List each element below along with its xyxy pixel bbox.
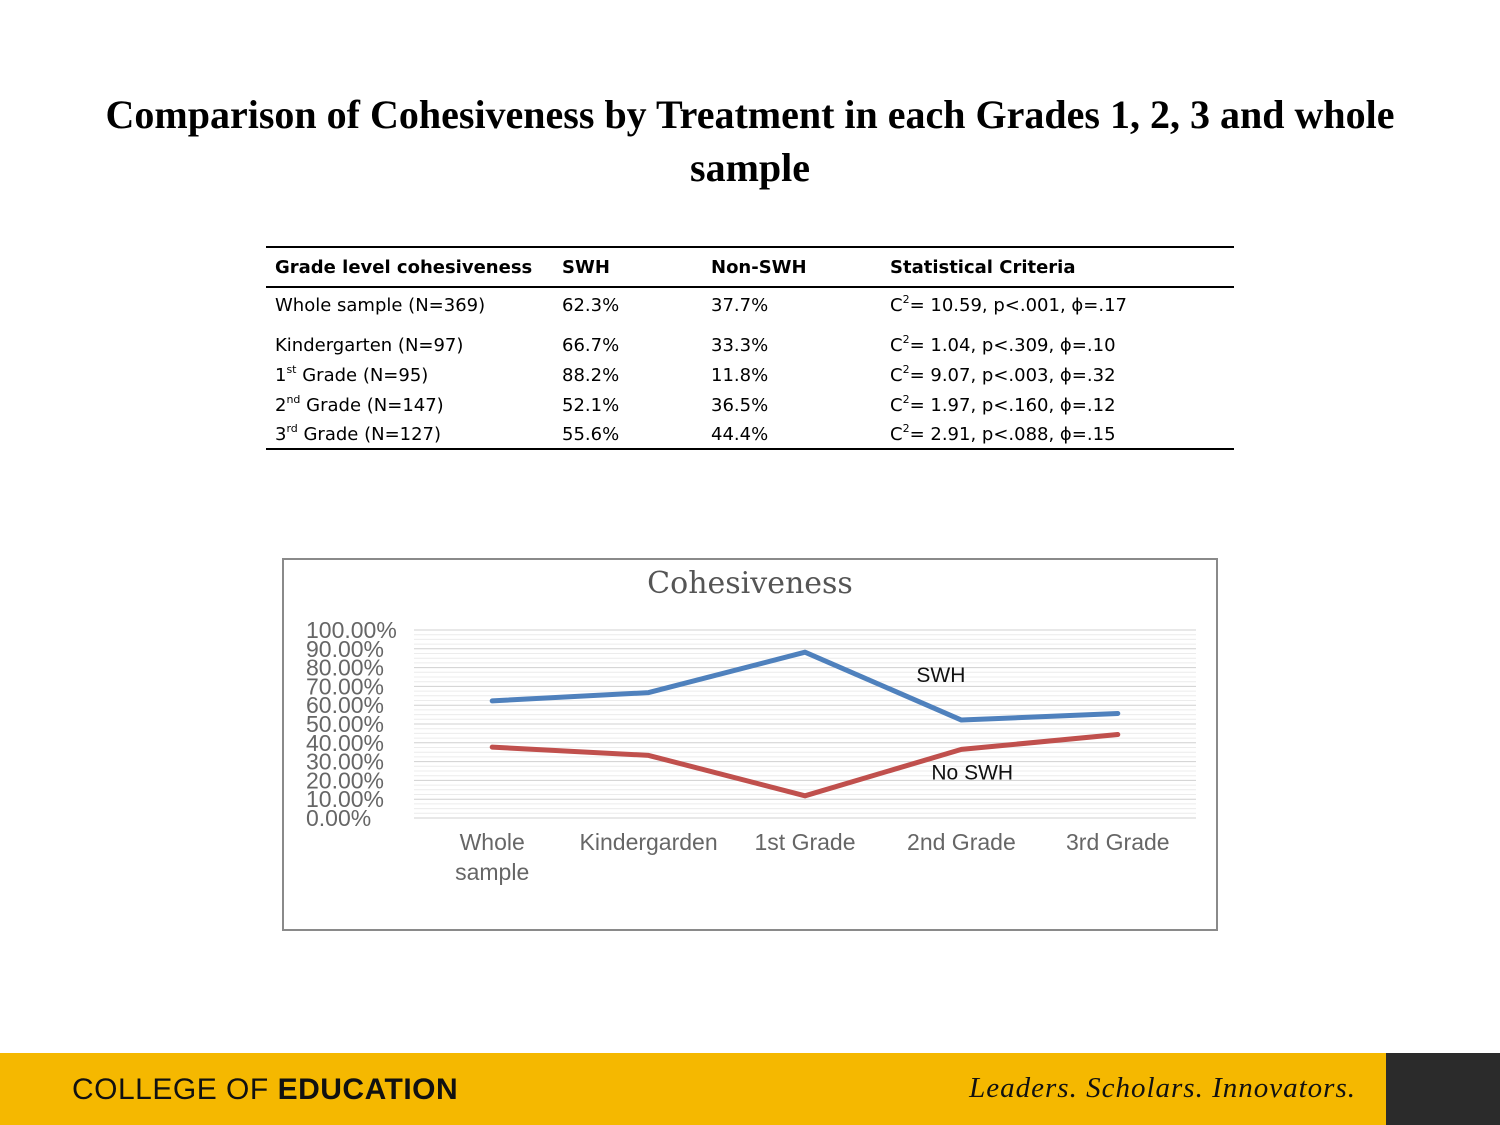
stat-symbol: C <box>890 423 903 445</box>
x-tick-label: 3rd Grade <box>1066 829 1170 855</box>
y-tick-label: 60.00% <box>306 692 384 718</box>
row-label-text: 2 <box>275 394 287 416</box>
ordinal-suffix: st <box>286 362 297 376</box>
cohesiveness-chart: Cohesiveness 0.00% 10.00% 20.00% 30.00% 40.00… <box>282 558 1218 931</box>
non-swh-cell: 11.8% <box>711 364 769 386</box>
non-swh-cell: 36.5% <box>711 394 769 416</box>
y-tick-label: 80.00% <box>306 655 384 681</box>
stat-values: = 9.07, p<.003, ϕ=.32 <box>909 364 1116 386</box>
y-tick-label: 50.00% <box>306 711 384 737</box>
stat-superscript: 2 <box>902 421 910 435</box>
x-tick-label-line: Kindergarden <box>580 829 718 855</box>
row-label-text: Kindergarten (N=97) <box>275 334 464 356</box>
col-header-swh: SWH <box>553 246 702 288</box>
stat-cell: C2= 2.91, p<.088, ϕ=.15 <box>881 420 1234 450</box>
y-tick-label: 70.00% <box>306 673 384 699</box>
row-label-rest: Grade (N=95) <box>296 364 429 386</box>
x-tick-label-line: 3rd Grade <box>1066 829 1170 855</box>
stat-superscript: 2 <box>902 332 910 346</box>
y-tick-label: 10.00% <box>306 786 384 812</box>
table-row: Kindergarten (N=97) 66.7% 33.3% C2= 1.04… <box>266 330 1234 360</box>
y-tick-label: 20.00% <box>306 767 384 793</box>
col-header-stat: Statistical Criteria <box>881 246 1234 288</box>
x-tick-label-line: Whole <box>460 829 525 855</box>
stat-cell: C2= 1.97, p<.160, ϕ=.12 <box>881 390 1234 420</box>
y-tick-label: 30.00% <box>306 749 384 775</box>
swh-cell: 52.1% <box>562 394 620 416</box>
non-swh-cell: 33.3% <box>711 334 769 356</box>
stat-cell: C2= 1.04, p<.309, ϕ=.10 <box>881 330 1234 360</box>
college-prefix: COLLEGE OF <box>72 1073 269 1106</box>
swh-cell: 88.2% <box>562 364 620 386</box>
x-tick-label: 2nd Grade <box>907 829 1016 855</box>
x-tick-label: Kindergarden <box>580 829 718 855</box>
col-header-grade: Grade level cohesiveness <box>266 246 553 288</box>
swh-cell: 66.7% <box>562 334 620 356</box>
series-line-no-swh <box>489 732 1121 799</box>
row-label-rest: Grade (N=127) <box>297 423 442 445</box>
row-label-text: Whole sample (N=369) <box>275 294 486 316</box>
table-row: 3rd Grade (N=127) 55.6% 44.4% C2= 2.91, … <box>266 420 1234 450</box>
y-tick-label: 90.00% <box>306 636 384 662</box>
footer-bar <box>0 1053 1386 1125</box>
stat-superscript: 2 <box>902 392 910 406</box>
col-header-non-swh: Non-SWH <box>702 246 881 288</box>
table-header-row: Grade level cohesiveness SWH Non-SWH Sta… <box>266 246 1234 288</box>
slide-title: Comparison of Cohesiveness by Treatment … <box>105 92 1395 190</box>
footer-corner-block <box>1386 1053 1500 1125</box>
swh-cell: 55.6% <box>553 420 702 450</box>
x-tick-label: Whole sample <box>455 829 529 885</box>
row-label-rest: Grade (N=147) <box>300 394 444 416</box>
non-swh-cell: 37.7% <box>711 294 769 316</box>
stat-values: = 2.91, p<.088, ϕ=.15 <box>909 423 1116 445</box>
college-bold: EDUCATION <box>277 1073 459 1106</box>
stat-superscript: 2 <box>902 292 910 306</box>
stat-values: = 1.04, p<.309, ϕ=.10 <box>909 334 1116 356</box>
row-label: Whole sample (N=369) <box>266 287 553 322</box>
stat-values: = 10.59, p<.001, ϕ=.17 <box>909 294 1127 316</box>
row-spacer <box>266 322 1234 330</box>
ordinal-suffix: nd <box>286 392 301 406</box>
motto: Leaders. Scholars. Innovators. <box>969 1072 1356 1104</box>
x-tick-label: 1st Grade <box>755 829 856 855</box>
stat-symbol: C <box>890 334 903 356</box>
stat-cell: C2= 10.59, p<.001, ϕ=.17 <box>881 287 1234 322</box>
x-tick-label-line: 1st Grade <box>755 829 856 855</box>
row-label: Kindergarten (N=97) <box>266 330 553 360</box>
series-label: No SWH <box>931 761 1013 784</box>
swh-cell: 62.3% <box>562 294 620 316</box>
table-row: 1st Grade (N=95) 88.2% 11.8% C2= 9.07, p… <box>266 360 1234 390</box>
college-name: COLLEGE OF EDUCATION <box>72 1073 458 1107</box>
stat-values: = 1.97, p<.160, ϕ=.12 <box>909 394 1116 416</box>
y-tick-label: 0.00% <box>306 805 371 831</box>
chart-title: Cohesiveness <box>647 566 853 601</box>
chart-svg: Cohesiveness 0.00%10.00%20.00%30.00%40.00… <box>306 566 1196 885</box>
row-label: 3rd Grade (N=127) <box>266 420 553 450</box>
y-tick-label: 100.00% <box>306 617 397 643</box>
stat-symbol: C <box>890 294 903 316</box>
stat-superscript: 2 <box>902 362 910 376</box>
series-label: SWH <box>916 664 965 687</box>
table-row: Whole sample (N=369) 62.3% 37.7% C2= 10.… <box>266 287 1234 322</box>
row-label: 2nd Grade (N=147) <box>266 390 553 420</box>
row-label-text: 1 <box>275 364 287 386</box>
x-tick-label-line: sample <box>455 859 529 885</box>
table-row: 2nd Grade (N=147) 52.1% 36.5% C2= 1.97, … <box>266 390 1234 420</box>
row-label-text: 3 <box>275 423 287 445</box>
ordinal-suffix: rd <box>286 421 298 435</box>
row-label: 1st Grade (N=95) <box>266 360 553 390</box>
stat-symbol: C <box>890 394 903 416</box>
y-tick-label: 40.00% <box>306 730 384 756</box>
stat-symbol: C <box>890 364 903 386</box>
non-swh-cell: 44.4% <box>702 420 881 450</box>
stat-cell: C2= 9.07, p<.003, ϕ=.32 <box>881 360 1234 390</box>
cohesiveness-table: Grade level cohesiveness SWH Non-SWH Sta… <box>266 246 1234 450</box>
x-tick-label-line: 2nd Grade <box>907 829 1016 855</box>
